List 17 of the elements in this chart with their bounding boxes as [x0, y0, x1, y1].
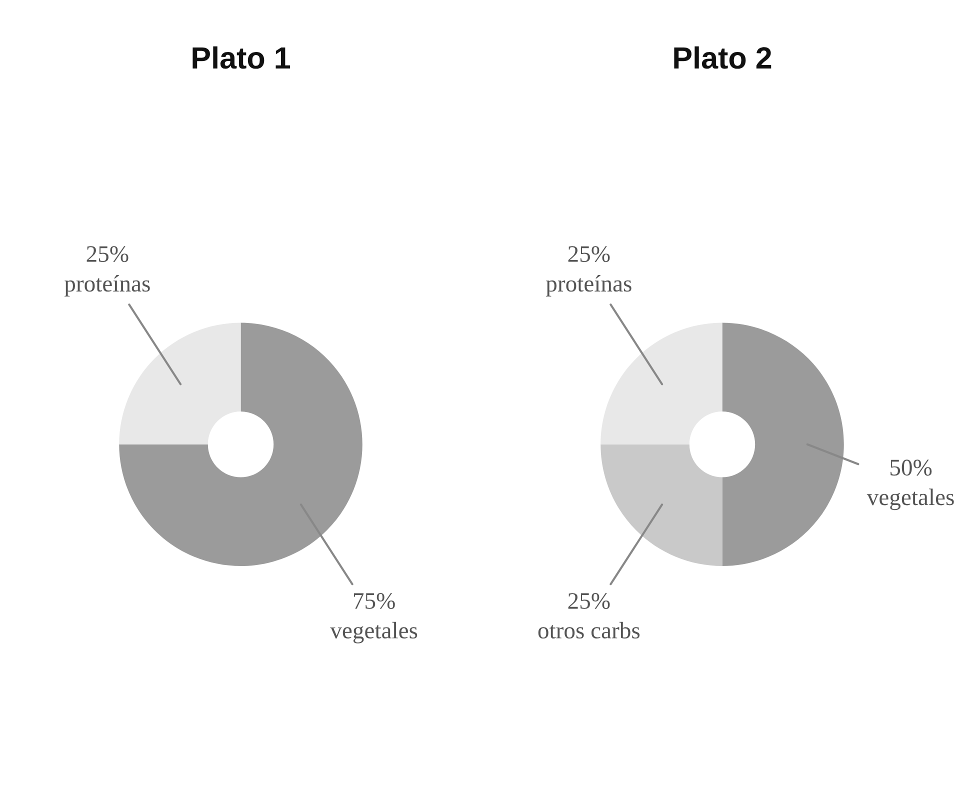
- donut-slice: [600, 444, 722, 566]
- data-label: 25%: [568, 246, 610, 262]
- slice-label: otros carbs: [538, 622, 640, 639]
- slice-label: proteínas: [64, 275, 150, 296]
- donut-slice: [119, 322, 362, 566]
- data-label: 75%: [354, 593, 395, 610]
- slice-label: vegetales: [866, 488, 954, 510]
- chart-title: Plato 1: [192, 46, 290, 69]
- donut-slice: [600, 322, 722, 444]
- data-label: 25%: [568, 593, 610, 610]
- donut-slice: [119, 322, 241, 444]
- data-label: 25%: [86, 246, 128, 262]
- data-label: 50%: [890, 460, 932, 476]
- slice-label: proteínas: [546, 275, 632, 296]
- chart-title: Plato 2: [674, 46, 772, 69]
- slice-label: vegetales: [330, 622, 418, 644]
- donut-slice: [722, 322, 844, 566]
